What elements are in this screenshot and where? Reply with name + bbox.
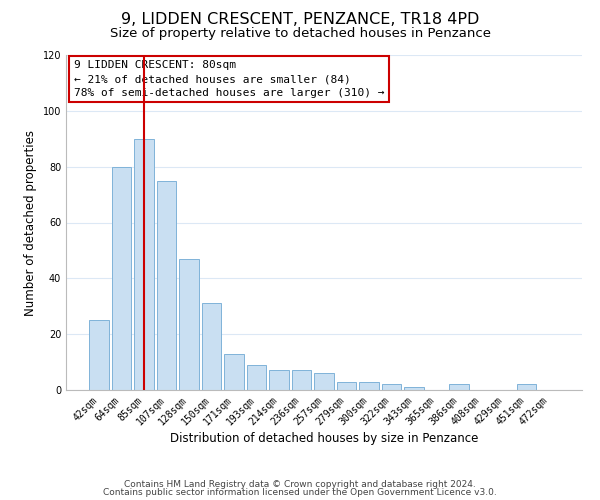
Bar (202, 304, 221, 390)
X-axis label: Distribution of detached houses by size in Penzance: Distribution of detached houses by size … (170, 432, 478, 446)
Bar (337, 382, 356, 390)
Bar (517, 384, 536, 390)
Text: 9, LIDDEN CRESCENT, PENZANCE, TR18 4PD: 9, LIDDEN CRESCENT, PENZANCE, TR18 4PD (121, 12, 479, 28)
Text: Contains public sector information licensed under the Open Government Licence v3: Contains public sector information licen… (103, 488, 497, 497)
Bar (157, 180, 176, 390)
Bar (292, 370, 311, 390)
Bar (449, 384, 469, 390)
Text: 9 LIDDEN CRESCENT: 80sqm
← 21% of detached houses are smaller (84)
78% of semi-d: 9 LIDDEN CRESCENT: 80sqm ← 21% of detach… (74, 60, 384, 98)
Bar (314, 373, 334, 390)
Bar (247, 365, 266, 390)
Bar (224, 354, 244, 390)
Bar (404, 387, 424, 390)
Bar (179, 259, 199, 390)
Text: Size of property relative to detached houses in Penzance: Size of property relative to detached ho… (110, 28, 491, 40)
Y-axis label: Number of detached properties: Number of detached properties (24, 130, 37, 316)
Bar (89, 320, 109, 390)
Bar (112, 166, 131, 390)
Bar (269, 370, 289, 390)
Text: Contains HM Land Registry data © Crown copyright and database right 2024.: Contains HM Land Registry data © Crown c… (124, 480, 476, 489)
Bar (382, 384, 401, 390)
Bar (134, 138, 154, 390)
Bar (359, 382, 379, 390)
